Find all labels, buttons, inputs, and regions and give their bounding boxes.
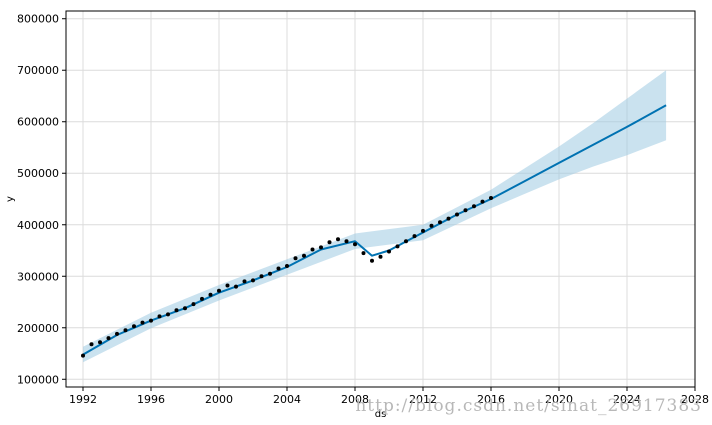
y-tick-label: 800000 xyxy=(17,13,59,26)
observed-point xyxy=(327,240,332,245)
observed-point xyxy=(429,223,434,228)
observed-point xyxy=(242,279,247,284)
observed-point xyxy=(217,288,221,293)
y-tick-label: 600000 xyxy=(17,116,59,129)
x-tick-label: 2020 xyxy=(545,393,573,406)
observed-point xyxy=(489,196,493,200)
observed-point xyxy=(123,328,128,333)
observed-point xyxy=(200,296,204,301)
x-tick-label: 2028 xyxy=(681,393,709,406)
grid-layer xyxy=(66,11,696,387)
observed-point xyxy=(319,245,323,250)
observed-point xyxy=(166,312,170,317)
x-tick-label: 2000 xyxy=(205,393,233,406)
observed-point xyxy=(183,306,187,311)
y-axis-label: y xyxy=(5,196,16,202)
observed-point xyxy=(344,239,349,244)
observed-point xyxy=(251,278,255,283)
observed-point xyxy=(353,242,357,247)
observed-point xyxy=(387,249,391,254)
observed-point xyxy=(225,283,230,288)
observed-point xyxy=(378,254,383,259)
y-tick-label: 500000 xyxy=(17,167,59,180)
observed-point xyxy=(285,264,289,268)
observed-point xyxy=(140,320,145,325)
x-tick-label: 2016 xyxy=(477,393,505,406)
observed-point xyxy=(336,237,340,242)
observed-point xyxy=(302,253,306,258)
observed-point xyxy=(421,228,425,233)
x-tick-label: 2004 xyxy=(273,393,301,406)
observed-point xyxy=(463,208,468,213)
y-tick-label: 100000 xyxy=(17,373,59,386)
observed-point xyxy=(234,284,238,289)
observed-point xyxy=(106,336,111,341)
x-tick-label: 2024 xyxy=(613,393,641,406)
y-tick-label: 400000 xyxy=(17,219,59,232)
plot-frame xyxy=(65,10,696,388)
observed-point xyxy=(404,239,408,244)
x-tick-label: 1992 xyxy=(69,393,97,406)
observed-point xyxy=(472,204,476,209)
observed-point xyxy=(455,212,459,217)
x-axis-label: ds xyxy=(375,409,387,420)
observed-point xyxy=(446,216,451,221)
observed-point xyxy=(412,234,417,239)
observed-points-layer xyxy=(81,196,493,358)
observed-point xyxy=(259,274,264,279)
y-tick-label: 700000 xyxy=(17,64,59,77)
observed-point xyxy=(293,256,298,261)
observed-point xyxy=(268,271,272,276)
observed-point xyxy=(157,314,162,319)
observed-point xyxy=(89,342,94,347)
observed-point xyxy=(98,340,102,345)
y-tick-label: 300000 xyxy=(17,270,59,283)
observed-point xyxy=(208,292,213,297)
observed-point xyxy=(115,331,119,336)
x-tick-label: 1996 xyxy=(137,393,165,406)
observed-point xyxy=(174,308,179,313)
observed-point xyxy=(276,266,281,271)
observed-point xyxy=(480,199,485,204)
observed-point xyxy=(361,251,366,256)
observed-point xyxy=(191,302,196,307)
observed-point xyxy=(132,324,136,329)
observed-point xyxy=(395,244,400,249)
observed-point xyxy=(81,353,85,358)
observed-point xyxy=(438,220,442,225)
x-tick-label: 2012 xyxy=(409,393,437,406)
tick-layer: 1992 1996 2000 2004 2008 2012 2016 2020 2024 2028… xyxy=(17,13,709,406)
y-tick-label: 200000 xyxy=(17,322,59,335)
observed-point xyxy=(370,258,374,263)
x-tick-label: 2008 xyxy=(341,393,369,406)
watermark-text: http://blog.csdn.net/sinat_26917383 xyxy=(355,396,702,416)
observed-point xyxy=(310,247,315,252)
observed-point xyxy=(149,318,153,323)
